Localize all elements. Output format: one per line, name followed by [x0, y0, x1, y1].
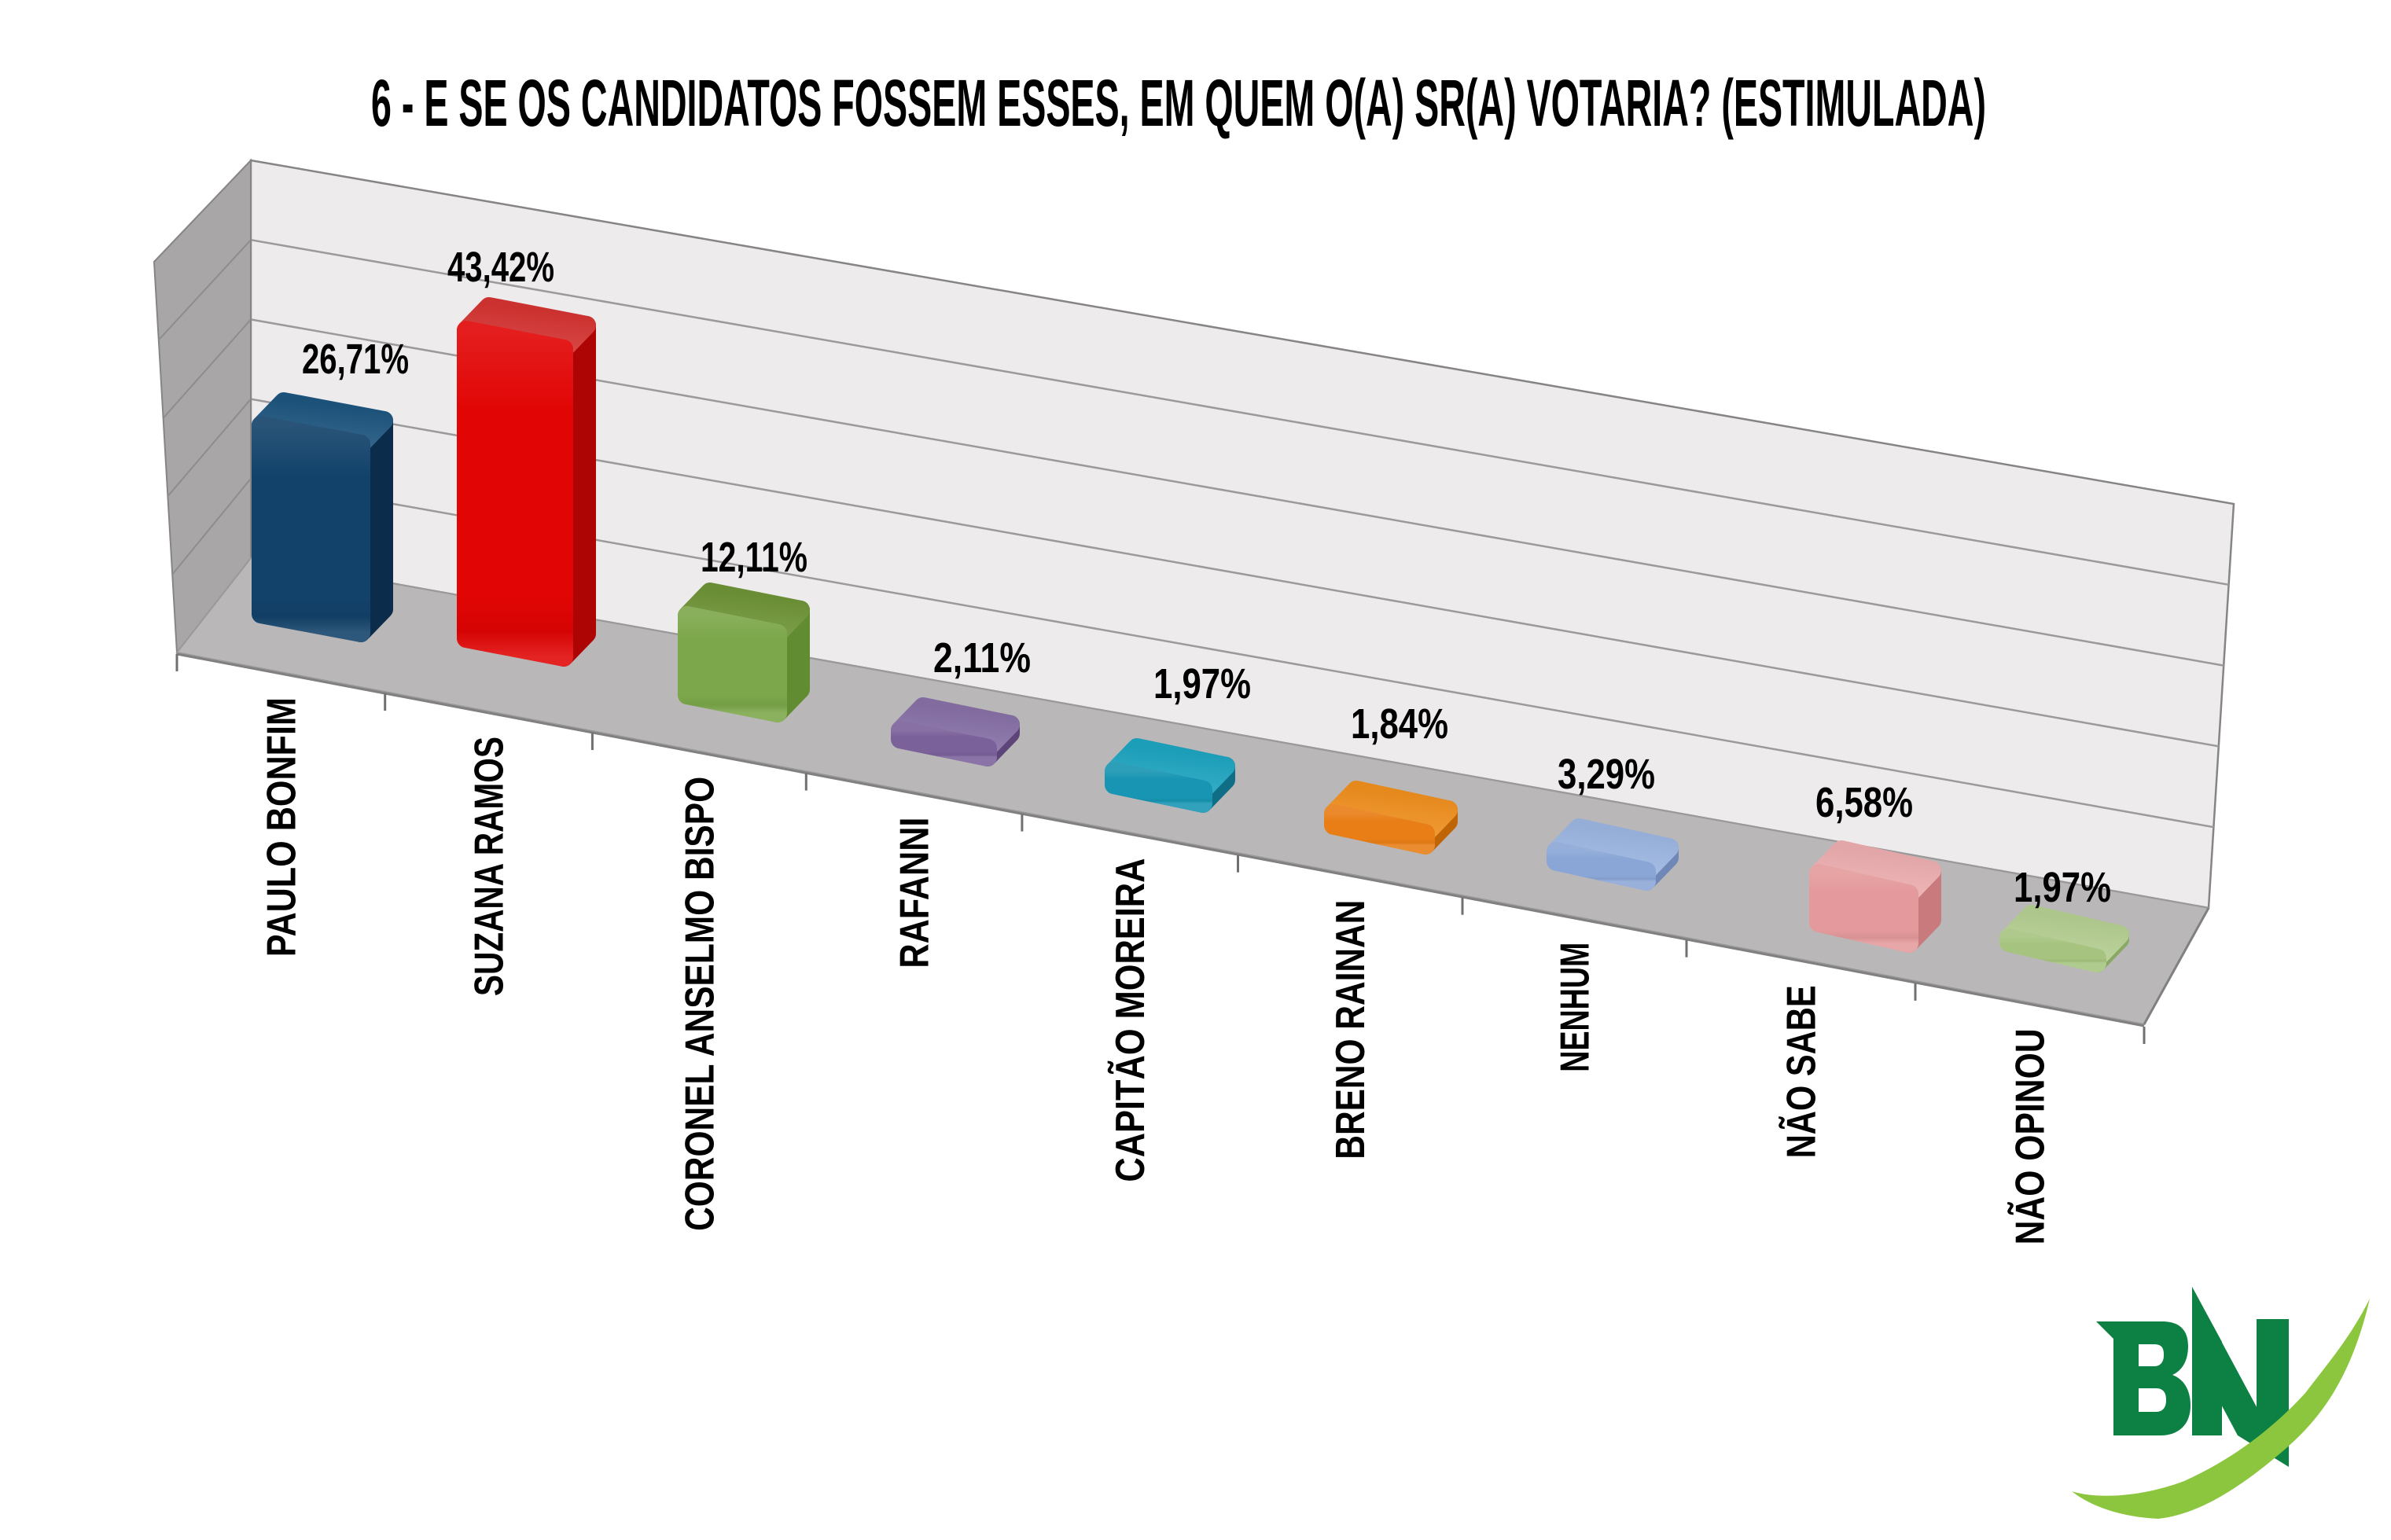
svg-text:3,29%: 3,29%	[1558, 751, 1655, 798]
svg-text:NÃO SABE: NÃO SABE	[1779, 985, 1825, 1158]
svg-text:PAULO BONFIM: PAULO BONFIM	[259, 697, 304, 957]
svg-text:26,71%: 26,71%	[302, 336, 409, 383]
svg-text:12,11%: 12,11%	[701, 534, 807, 581]
svg-text:6,58%: 6,58%	[1815, 779, 1913, 826]
svg-text:CORONEL ANSELMO BISPO: CORONEL ANSELMO BISPO	[677, 777, 723, 1231]
svg-text:2,11%: 2,11%	[933, 634, 1031, 682]
svg-text:SUZANA RAMOS: SUZANA RAMOS	[467, 737, 513, 996]
svg-text:NENHUM: NENHUM	[1553, 943, 1598, 1072]
svg-text:6 - E SE OS CANDIDATOS FOSSEM: 6 - E SE OS CANDIDATOS FOSSEM ESSES, EM …	[371, 66, 1986, 140]
svg-text:1,84%: 1,84%	[1351, 700, 1448, 748]
svg-text:BRENO RAINAN: BRENO RAINAN	[1328, 900, 1374, 1160]
svg-text:CAPITÃO MOREIRA: CAPITÃO MOREIRA	[1107, 858, 1153, 1182]
svg-text:1,97%: 1,97%	[2014, 864, 2111, 911]
svg-text:1,97%: 1,97%	[1153, 660, 1251, 708]
svg-text:NÃO OPINOU: NÃO OPINOU	[2007, 1028, 2054, 1244]
svg-text:43,42%: 43,42%	[447, 244, 554, 291]
svg-text:RAFANNI: RAFANNI	[892, 818, 938, 968]
